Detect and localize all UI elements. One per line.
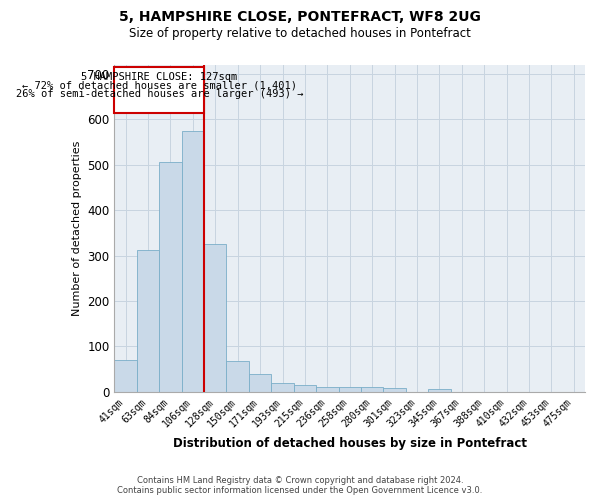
Bar <box>204 244 226 392</box>
Bar <box>316 388 338 392</box>
Bar <box>338 388 361 392</box>
Bar <box>383 388 406 392</box>
Text: Contains HM Land Registry data © Crown copyright and database right 2024.
Contai: Contains HM Land Registry data © Crown c… <box>118 476 482 495</box>
Bar <box>271 382 294 392</box>
Y-axis label: Number of detached properties: Number of detached properties <box>72 140 82 316</box>
Bar <box>226 361 249 392</box>
Bar <box>294 386 316 392</box>
Bar <box>428 388 451 392</box>
Bar <box>115 360 137 392</box>
Text: 5 HAMPSHIRE CLOSE: 127sqm: 5 HAMPSHIRE CLOSE: 127sqm <box>81 72 238 83</box>
Text: 26% of semi-detached houses are larger (493) →: 26% of semi-detached houses are larger (… <box>16 88 303 99</box>
Bar <box>115 68 204 112</box>
Bar <box>361 388 383 392</box>
Text: Size of property relative to detached houses in Pontefract: Size of property relative to detached ho… <box>129 28 471 40</box>
Text: 5, HAMPSHIRE CLOSE, PONTEFRACT, WF8 2UG: 5, HAMPSHIRE CLOSE, PONTEFRACT, WF8 2UG <box>119 10 481 24</box>
Bar <box>137 250 159 392</box>
X-axis label: Distribution of detached houses by size in Pontefract: Distribution of detached houses by size … <box>173 437 527 450</box>
Bar <box>182 131 204 392</box>
Bar <box>249 374 271 392</box>
Bar <box>159 162 182 392</box>
Text: ← 72% of detached houses are smaller (1,401): ← 72% of detached houses are smaller (1,… <box>22 80 297 90</box>
